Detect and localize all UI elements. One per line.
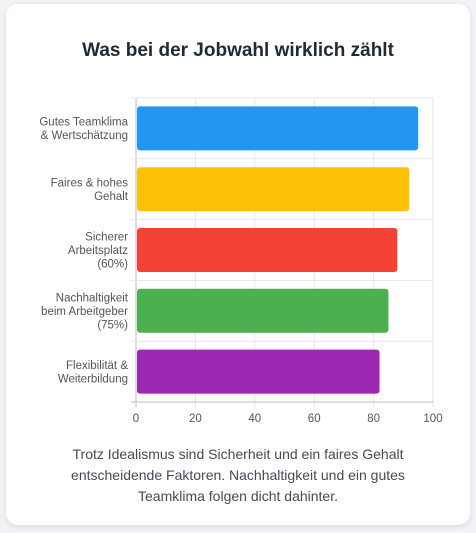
x-tick-label: 80 xyxy=(367,413,380,425)
x-tick-label: 20 xyxy=(189,413,202,425)
x-tick-label: 0 xyxy=(133,413,139,425)
x-tick-label: 60 xyxy=(308,413,321,425)
bar xyxy=(137,288,389,333)
x-tick-label: 40 xyxy=(248,413,261,425)
chart-title: Was bei der Jobwahl wirklich zählt xyxy=(82,40,394,61)
chart-card: Was bei der Jobwahl wirklich zählt 0 20 40… xyxy=(6,4,470,525)
bar xyxy=(137,349,380,394)
bar xyxy=(137,167,410,212)
y-tick-label: Faires & hohes Gehalt xyxy=(51,177,129,203)
y-tick-label: Gutes Teamklima & Wertschätzung xyxy=(39,117,128,142)
y-tick-label: Flexibilität & Weiterbildung xyxy=(58,360,128,386)
x-tick-label: 100 xyxy=(423,413,442,425)
bar-chart: 0 20 40 60 80 100 Gutes Teamklima & Wertschätzu… xyxy=(39,97,443,425)
bar xyxy=(137,106,419,151)
y-tick-label: Sicherer Arbeitsplatz (60%) xyxy=(68,232,128,271)
y-tick-label: Nachhaltigkeit beim Arbeitgeber (75%) xyxy=(41,292,129,331)
bar xyxy=(137,228,398,272)
chart-caption: Trotz Idealismus sind Sicherheit und ein… xyxy=(71,446,405,504)
